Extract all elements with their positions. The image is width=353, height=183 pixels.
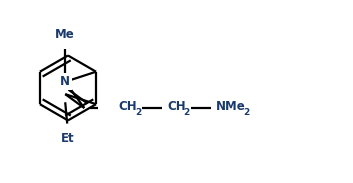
Text: CH: CH [119,100,137,113]
Text: CH: CH [167,100,186,113]
Text: 2: 2 [184,108,190,117]
Text: Me: Me [55,28,75,41]
Text: NMe: NMe [216,100,246,113]
Text: Et: Et [60,132,74,145]
Text: 2: 2 [244,108,250,117]
Text: N: N [60,75,70,88]
Text: 2: 2 [135,108,141,117]
